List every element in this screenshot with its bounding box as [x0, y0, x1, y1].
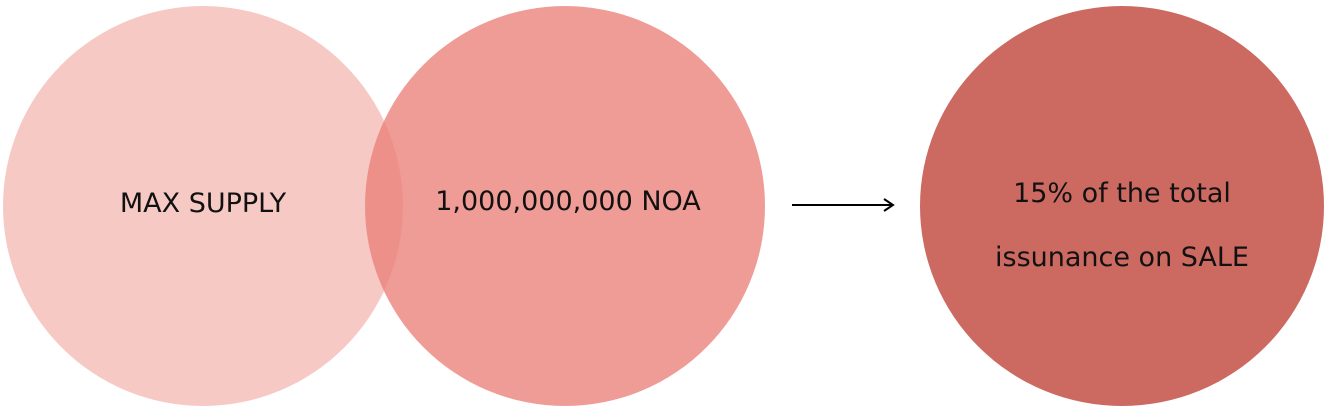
supply-amount-label: 1,000,000,000 NOA	[435, 186, 701, 217]
sale-share-label: 15% of the total issunance on SALE	[972, 162, 1272, 290]
max-supply-circle	[3, 6, 403, 406]
sale-share-circle	[920, 6, 1324, 406]
sale-share-line-2: issunance on SALE	[995, 242, 1249, 273]
right-arrow-icon	[792, 198, 895, 212]
sale-share-line-1: 15% of the total	[1013, 178, 1231, 209]
max-supply-label: MAX SUPPLY	[119, 188, 287, 219]
supply-amount-circle	[365, 6, 765, 406]
